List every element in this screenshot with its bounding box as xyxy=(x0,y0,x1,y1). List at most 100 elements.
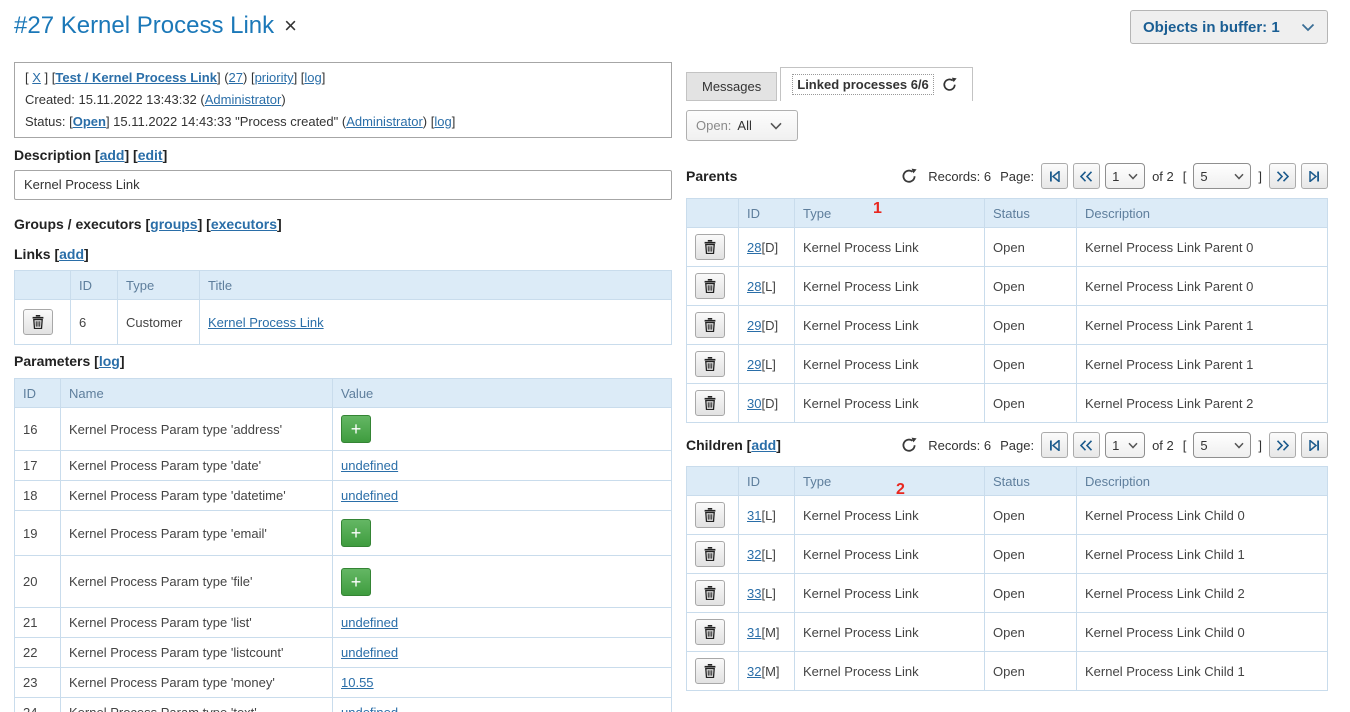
last-page-button[interactable] xyxy=(1301,432,1328,458)
param-name: Kernel Process Param type 'money' xyxy=(60,667,333,698)
param-value-link[interactable]: undefined xyxy=(341,458,399,473)
process-id-tag: [M] xyxy=(761,663,780,679)
description-edit-link[interactable]: edit xyxy=(137,147,163,163)
param-name: Kernel Process Param type 'datetime' xyxy=(60,480,333,511)
process-description: Kernel Process Link Child 1 xyxy=(1076,651,1328,691)
prev-page-button[interactable] xyxy=(1073,163,1101,189)
process-path-link[interactable]: Test / Kernel Process Link xyxy=(55,70,217,85)
page-label: Page: xyxy=(1000,168,1035,184)
status-open-link[interactable]: Open xyxy=(72,114,106,129)
chevron-down-icon xyxy=(1234,442,1244,449)
per-page-select[interactable]: 5 xyxy=(1193,163,1252,189)
process-id-link[interactable]: 28 xyxy=(747,239,762,255)
add-value-button[interactable]: + xyxy=(341,519,371,547)
param-value-link[interactable]: undefined xyxy=(341,645,399,660)
executors-link[interactable]: executors xyxy=(210,216,277,232)
first-page-icon xyxy=(1050,170,1060,182)
process-description: Kernel Process Link Child 1 xyxy=(1076,534,1328,574)
children-heading-row: Children [add] Records: 6 Page: 1 of 2 [… xyxy=(686,431,1328,459)
log-link[interactable]: log xyxy=(304,70,322,85)
page-select[interactable]: 1 xyxy=(1105,163,1146,189)
description-add-link[interactable]: add xyxy=(99,147,125,163)
first-page-button[interactable] xyxy=(1041,432,1069,458)
objects-in-buffer-dropdown[interactable]: Objects in buffer: 1 xyxy=(1130,10,1328,44)
children-add-link[interactable]: add xyxy=(751,437,777,453)
process-id-link[interactable]: 31 xyxy=(747,624,762,640)
process-id-tag: [L] xyxy=(761,507,776,523)
process-type: Kernel Process Link xyxy=(794,495,985,535)
delete-child-button[interactable] xyxy=(695,619,725,645)
process-id-link[interactable]: 32 xyxy=(747,663,762,679)
parents-row: 29[L] Kernel Process Link Open Kernel Pr… xyxy=(686,344,1328,384)
param-row: 16 Kernel Process Param type 'address' + xyxy=(14,407,672,451)
trash-icon xyxy=(32,315,44,329)
process-id-link[interactable]: 31 xyxy=(747,507,762,523)
refresh-icon[interactable] xyxy=(942,77,957,92)
annotation-marker-1: 1 xyxy=(873,200,882,217)
creator-link[interactable]: Administrator xyxy=(204,92,282,107)
param-value-link[interactable]: 10.55 xyxy=(341,675,374,690)
refresh-icon[interactable] xyxy=(901,168,917,184)
page-title: #27 Kernel Process Link × xyxy=(14,12,297,40)
delete-link-button[interactable] xyxy=(23,309,53,335)
param-name: Kernel Process Param type 'listcount' xyxy=(60,637,333,668)
process-id-link[interactable]: 29 xyxy=(747,356,762,372)
close-icon[interactable]: × xyxy=(284,13,298,38)
page-of-label: of 2 xyxy=(1152,437,1174,453)
process-id-link[interactable]: 32 xyxy=(747,546,762,562)
trash-icon xyxy=(704,664,716,678)
process-id-link[interactable]: 30 xyxy=(747,395,762,411)
param-id: 21 xyxy=(14,607,61,638)
delete-child-button[interactable] xyxy=(695,541,725,567)
param-value-link[interactable]: undefined xyxy=(341,615,399,630)
parameters-log-link[interactable]: log xyxy=(98,353,120,369)
priority-link[interactable]: priority xyxy=(254,70,294,85)
trash-icon xyxy=(704,318,716,332)
page-label: Page: xyxy=(1000,437,1035,453)
tab-messages[interactable]: Messages xyxy=(686,72,778,101)
open-filter-select[interactable]: Open: All xyxy=(686,110,798,141)
parents-pager: Records: 6 Page: 1 of 2 [ 5 ] xyxy=(901,163,1328,189)
add-value-button[interactable]: + xyxy=(341,415,371,443)
delete-child-button[interactable] xyxy=(695,658,725,684)
last-page-button[interactable] xyxy=(1301,163,1328,189)
per-page-select[interactable]: 5 xyxy=(1193,432,1252,458)
linked-processes-panel: Objects in buffer: 1 Messages Linked pro… xyxy=(686,0,1328,712)
page-select[interactable]: 1 xyxy=(1105,432,1146,458)
delete-parent-button[interactable] xyxy=(695,390,725,416)
add-value-button[interactable]: + xyxy=(341,567,371,596)
refresh-icon[interactable] xyxy=(901,437,917,453)
tab-linked-processes[interactable]: Linked processes 6/6 xyxy=(780,67,973,101)
delete-parent-button[interactable] xyxy=(695,273,725,299)
parents-row: 29[D] Kernel Process Link Open Kernel Pr… xyxy=(686,305,1328,345)
link-type: Customer xyxy=(117,299,200,345)
delete-parent-button[interactable] xyxy=(695,234,725,260)
next-page-button[interactable] xyxy=(1269,432,1296,458)
delete-child-button[interactable] xyxy=(695,580,725,606)
trash-icon xyxy=(704,547,716,561)
delete-child-button[interactable] xyxy=(695,502,725,528)
process-id-link[interactable]: 28 xyxy=(747,278,762,294)
params-header-value: Value xyxy=(332,378,672,408)
children-header-description: Description xyxy=(1076,466,1328,496)
first-page-button[interactable] xyxy=(1041,163,1069,189)
param-value-link[interactable]: undefined xyxy=(341,705,398,712)
x-link[interactable]: X xyxy=(32,70,41,85)
chevron-down-icon xyxy=(1234,173,1244,180)
next-page-button[interactable] xyxy=(1269,163,1296,189)
process-status: Open xyxy=(984,383,1077,423)
groups-link[interactable]: groups xyxy=(150,216,198,232)
links-add-link[interactable]: add xyxy=(59,246,85,262)
process-id-link[interactable]: 29 xyxy=(747,317,762,333)
process-description: Kernel Process Link Child 0 xyxy=(1076,495,1328,535)
process-number-link[interactable]: 27 xyxy=(228,70,243,85)
param-id: 22 xyxy=(14,637,61,668)
process-id-link[interactable]: 33 xyxy=(747,585,762,601)
delete-parent-button[interactable] xyxy=(695,351,725,377)
status-user-link[interactable]: Administrator xyxy=(346,114,423,129)
param-value-link[interactable]: undefined xyxy=(341,488,399,503)
delete-parent-button[interactable] xyxy=(695,312,725,338)
status-log-link[interactable]: log xyxy=(434,114,452,129)
prev-page-button[interactable] xyxy=(1073,432,1101,458)
link-title-link[interactable]: Kernel Process Link xyxy=(208,314,324,330)
